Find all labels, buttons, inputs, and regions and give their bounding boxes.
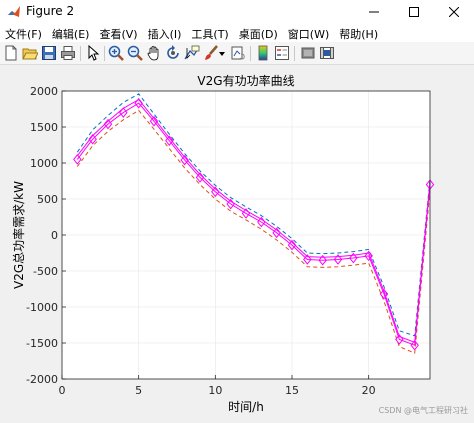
- data-cursor-icon[interactable]: [184, 45, 200, 61]
- toolbar-separator: [294, 46, 295, 61]
- chart-title: V2G有功功率曲线: [197, 73, 294, 88]
- maximize-icon: [409, 7, 419, 17]
- brush-icon[interactable]: [203, 45, 219, 61]
- print-icon[interactable]: [60, 45, 76, 61]
- legend-icon[interactable]: [274, 45, 290, 61]
- data-point-marker: [257, 216, 266, 228]
- x-tick-label: 10: [208, 384, 222, 397]
- data-point-marker: [180, 154, 189, 166]
- menu-view[interactable]: 查看(V): [99, 28, 138, 41]
- rotate-3d-icon[interactable]: [165, 45, 181, 61]
- data-point-marker: [165, 135, 174, 146]
- menu-window[interactable]: 窗口(W): [287, 28, 330, 41]
- data-point-marker: [226, 198, 235, 210]
- y-tick-label: 1000: [30, 157, 58, 170]
- y-axis-label: V2G总功率需求/kW: [11, 181, 26, 289]
- x-tick-label: 20: [362, 384, 376, 397]
- x-axis-label: 时间/h: [228, 400, 264, 414]
- close-button[interactable]: [434, 0, 474, 24]
- brush-dropdown-icon[interactable]: [218, 45, 226, 61]
- toolbar-separator: [250, 46, 251, 61]
- pan-hand-icon[interactable]: [146, 45, 162, 61]
- figure-toolbar: [0, 42, 474, 65]
- link-plot-icon[interactable]: [230, 45, 246, 61]
- data-point-marker: [88, 133, 97, 145]
- menu-tools[interactable]: 工具(T): [191, 28, 229, 41]
- data-point-marker: [272, 227, 281, 239]
- data-point-marker: [395, 334, 404, 345]
- toolbar-separator: [80, 46, 81, 61]
- show-plot-tools-icon[interactable]: [319, 45, 335, 61]
- data-point-marker: [103, 118, 113, 130]
- tick-group: -2000 -1500 -1000 -500 0 500 1000 1500 2000 0 5 10 1…: [26, 85, 376, 397]
- series-lower-bound-line: [76, 109, 431, 354]
- save-icon[interactable]: [41, 45, 57, 61]
- watermark: CSDN @电气工程研习社: [378, 406, 468, 415]
- x-tick-label: 5: [135, 384, 142, 397]
- data-point-marker: [349, 252, 358, 264]
- minimize-button[interactable]: [354, 0, 394, 24]
- close-icon: [449, 7, 459, 17]
- data-point-marker: [241, 208, 251, 219]
- series-upper-bound-line: [76, 93, 431, 337]
- figure-area: -2000 -1500 -1000 -500 0 500 1000 1500 2000 0 5 10 1…: [0, 65, 474, 419]
- y-tick-label: 0: [51, 229, 58, 242]
- data-point-marker: [318, 254, 327, 266]
- y-tick-label: 500: [37, 193, 58, 206]
- series-inner-line: [76, 98, 431, 343]
- toolbar-separator: [104, 46, 105, 61]
- x-tick-label: 15: [285, 384, 299, 397]
- series-group: [73, 93, 435, 354]
- data-point-marker: [410, 339, 419, 351]
- colorbar-icon[interactable]: [255, 45, 271, 61]
- menu-help[interactable]: 帮助(H): [339, 28, 379, 41]
- data-point-marker: [73, 154, 82, 165]
- select-arrow-icon[interactable]: [85, 45, 101, 61]
- y-tick-label: -500: [33, 265, 58, 278]
- data-point-marker: [379, 288, 389, 300]
- zoom-in-icon[interactable]: [108, 45, 124, 61]
- menu-edit[interactable]: 编辑(E): [51, 28, 90, 41]
- maximize-button[interactable]: [394, 0, 434, 24]
- menu-file[interactable]: 文件(F): [5, 28, 42, 41]
- data-point-marker: [364, 250, 373, 262]
- data-point-marker: [333, 254, 343, 265]
- zoom-out-icon[interactable]: [127, 45, 143, 61]
- hide-plot-tools-icon[interactable]: [300, 45, 316, 61]
- open-file-icon[interactable]: [22, 45, 38, 61]
- chart[interactable]: -2000 -1500 -1000 -500 0 500 1000 1500 2000 0 5 10 1…: [0, 65, 474, 419]
- minimize-icon: [369, 11, 379, 13]
- y-tick-label: 2000: [30, 85, 58, 98]
- window-title: Figure 2: [26, 4, 75, 18]
- data-point-marker: [287, 239, 297, 251]
- menu-insert[interactable]: 插入(I): [147, 28, 182, 41]
- data-point-marker: [149, 115, 159, 127]
- data-point-marker: [119, 107, 128, 118]
- data-point-marker: [303, 254, 312, 265]
- data-point-marker: [195, 172, 205, 183]
- y-tick-label: 1500: [30, 121, 58, 134]
- data-point-marker: [134, 97, 143, 109]
- x-tick-label: 0: [59, 384, 66, 397]
- matlab-icon: [8, 6, 20, 17]
- title-bar: Figure 2: [0, 0, 474, 24]
- y-tick-label: -2000: [26, 373, 58, 386]
- menu-desktop[interactable]: 桌面(D): [238, 28, 278, 41]
- menu-bar: 文件(F) 编辑(E) 查看(V) 插入(I) 工具(T) 桌面(D) 窗口(W…: [0, 24, 474, 42]
- new-figure-icon[interactable]: [3, 45, 19, 61]
- y-tick-label: -1000: [26, 301, 58, 314]
- data-point-marker: [211, 186, 220, 198]
- y-tick-label: -1500: [26, 337, 58, 350]
